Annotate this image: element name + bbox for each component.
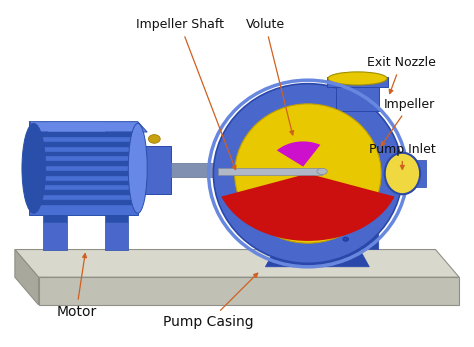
Polygon shape [29, 122, 147, 132]
Polygon shape [15, 249, 459, 277]
Polygon shape [138, 146, 171, 194]
Text: Volute: Volute [246, 18, 294, 135]
Wedge shape [221, 174, 394, 241]
Polygon shape [336, 84, 379, 111]
Text: Motor: Motor [56, 254, 96, 319]
Bar [218, 168, 322, 175]
Ellipse shape [319, 237, 325, 241]
Polygon shape [48, 122, 105, 132]
Ellipse shape [235, 104, 381, 243]
Text: Pump Casing: Pump Casing [164, 273, 258, 329]
Ellipse shape [22, 124, 46, 213]
Polygon shape [360, 194, 379, 249]
Polygon shape [171, 163, 246, 177]
Polygon shape [275, 215, 360, 249]
Polygon shape [105, 215, 128, 222]
Polygon shape [29, 181, 138, 185]
Polygon shape [388, 160, 426, 187]
Polygon shape [29, 191, 138, 195]
Polygon shape [29, 171, 138, 176]
Polygon shape [29, 122, 138, 215]
Polygon shape [29, 152, 138, 156]
Polygon shape [15, 249, 38, 305]
Ellipse shape [343, 237, 348, 241]
Ellipse shape [328, 72, 387, 85]
Polygon shape [29, 132, 138, 137]
Ellipse shape [128, 124, 147, 213]
Text: Impeller: Impeller [381, 98, 436, 146]
Text: Exit Nozzle: Exit Nozzle [366, 57, 436, 94]
Polygon shape [38, 277, 459, 305]
Ellipse shape [385, 153, 420, 194]
Polygon shape [29, 200, 138, 205]
Polygon shape [29, 142, 138, 146]
Polygon shape [29, 161, 138, 166]
Polygon shape [105, 222, 128, 249]
Text: Pump Inlet: Pump Inlet [369, 143, 436, 169]
Polygon shape [327, 77, 388, 87]
Polygon shape [43, 215, 67, 222]
Ellipse shape [148, 135, 160, 143]
Text: Impeller Shaft: Impeller Shaft [137, 18, 236, 170]
Polygon shape [265, 194, 284, 249]
Ellipse shape [317, 168, 327, 175]
Polygon shape [43, 222, 67, 249]
Wedge shape [277, 142, 320, 167]
Ellipse shape [291, 237, 297, 241]
Ellipse shape [213, 84, 402, 263]
Polygon shape [265, 249, 369, 267]
